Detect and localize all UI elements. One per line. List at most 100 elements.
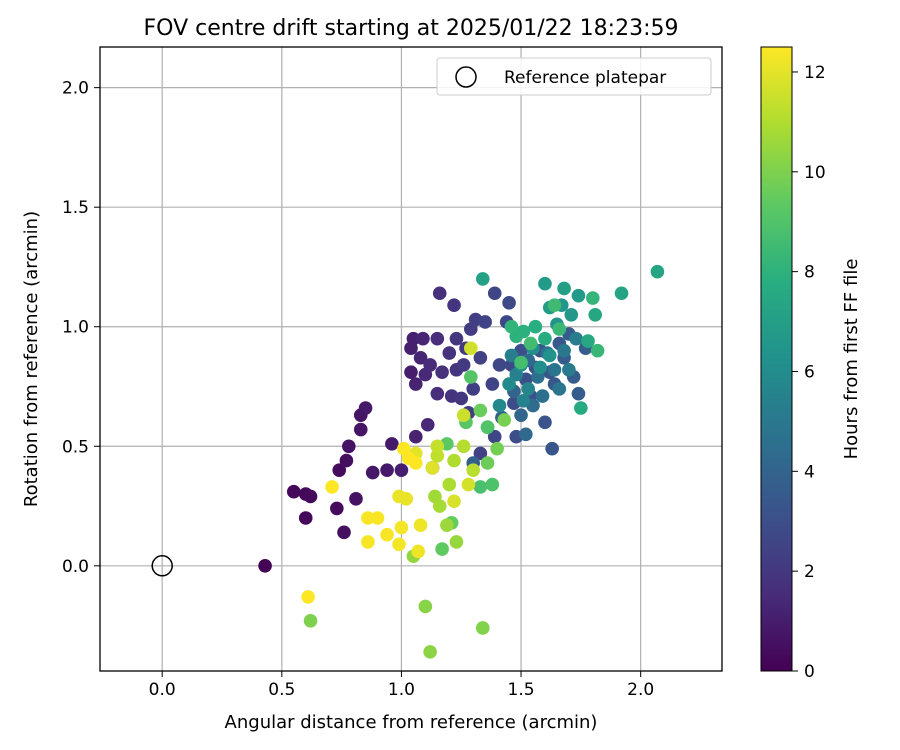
data-point	[301, 590, 315, 604]
data-point	[569, 331, 583, 346]
data-point	[504, 348, 519, 363]
data-point	[339, 453, 354, 468]
x-axis-ticks: 0.0 0.5 1.0 1.5 2.0	[149, 671, 654, 700]
data-point	[408, 456, 423, 470]
data-point	[502, 296, 516, 310]
data-point	[454, 391, 469, 406]
data-point	[447, 453, 461, 468]
data-point	[286, 484, 301, 499]
data-point	[404, 365, 418, 379]
data-point	[392, 537, 406, 552]
data-point	[478, 315, 492, 329]
colorbar-tick-label: 10	[804, 163, 826, 183]
data-point	[361, 511, 375, 525]
data-point	[528, 319, 543, 334]
data-point	[353, 422, 368, 437]
data-point	[485, 377, 500, 391]
reference-platepar-marker	[151, 555, 173, 577]
data-point	[557, 281, 571, 296]
x-tick-label: 2.0	[627, 680, 654, 700]
data-points	[151, 264, 665, 659]
data-point	[456, 408, 471, 422]
colorbar-tick-label: 0	[804, 662, 815, 682]
data-point	[449, 535, 464, 549]
data-point	[432, 499, 447, 513]
data-point	[519, 427, 533, 442]
y-axis-label: Rotation from reference (arcmin)	[21, 211, 42, 507]
data-point	[342, 439, 356, 454]
data-point	[552, 382, 567, 396]
data-point	[408, 429, 423, 444]
data-point	[485, 477, 500, 492]
data-point	[380, 527, 394, 542]
data-point	[492, 358, 507, 372]
data-point	[487, 429, 502, 444]
colorbar-tick-label: 6	[804, 362, 815, 382]
data-point	[562, 362, 576, 377]
data-point	[303, 613, 318, 628]
data-point	[456, 358, 471, 372]
y-tick-label: 1.5	[62, 198, 89, 218]
data-point	[586, 291, 600, 305]
data-point	[571, 386, 586, 401]
x-axis-label: Angular distance from reference (arcmin)	[225, 712, 598, 733]
data-point	[413, 351, 428, 365]
data-point	[480, 420, 495, 434]
data-point	[475, 272, 490, 286]
data-point	[394, 463, 409, 477]
data-point	[464, 370, 478, 384]
colorbar-tick-label: 8	[804, 263, 815, 283]
data-point	[464, 341, 478, 356]
data-point	[473, 403, 488, 418]
data-point	[581, 334, 595, 348]
data-point	[588, 307, 603, 322]
data-point	[574, 401, 588, 415]
y-tick-label: 2.0	[62, 79, 89, 99]
data-point	[447, 298, 461, 313]
data-point	[423, 645, 437, 659]
data-point	[258, 559, 272, 573]
data-point	[538, 415, 552, 430]
data-point	[547, 298, 562, 313]
y-tick-label: 0.5	[62, 437, 89, 457]
data-point	[365, 465, 380, 480]
data-point	[406, 331, 421, 346]
data-point	[475, 621, 490, 635]
data-point	[430, 439, 445, 454]
data-point	[535, 389, 550, 403]
data-point	[557, 343, 571, 358]
data-point	[420, 417, 435, 432]
data-point	[538, 276, 552, 291]
data-point	[514, 355, 528, 370]
data-point	[502, 377, 516, 391]
data-point	[430, 331, 445, 346]
data-point	[392, 489, 406, 504]
legend-marker-circle	[455, 66, 477, 88]
data-point	[466, 463, 481, 477]
data-point	[473, 446, 488, 461]
data-point	[480, 456, 495, 470]
colorbar-tick-label: 2	[804, 562, 815, 582]
legend-box	[436, 57, 712, 96]
data-point	[423, 358, 437, 372]
plot-area-frame	[99, 46, 723, 672]
grid-lines	[100, 47, 722, 671]
data-point	[542, 348, 557, 363]
data-point	[432, 286, 447, 301]
data-point	[538, 331, 552, 346]
colorbar-tick-label: 4	[804, 462, 815, 482]
x-tick-label: 1.5	[508, 680, 535, 700]
data-point	[330, 501, 344, 516]
data-point	[440, 518, 454, 532]
data-point	[298, 511, 313, 525]
data-point	[385, 437, 399, 451]
data-point	[461, 477, 476, 492]
data-point	[435, 542, 449, 556]
data-point	[358, 401, 373, 415]
data-point	[533, 360, 547, 375]
data-point	[425, 460, 440, 475]
data-point	[473, 480, 488, 494]
data-point	[449, 331, 464, 346]
data-point	[430, 386, 445, 401]
y-tick-label: 1.0	[62, 318, 89, 338]
